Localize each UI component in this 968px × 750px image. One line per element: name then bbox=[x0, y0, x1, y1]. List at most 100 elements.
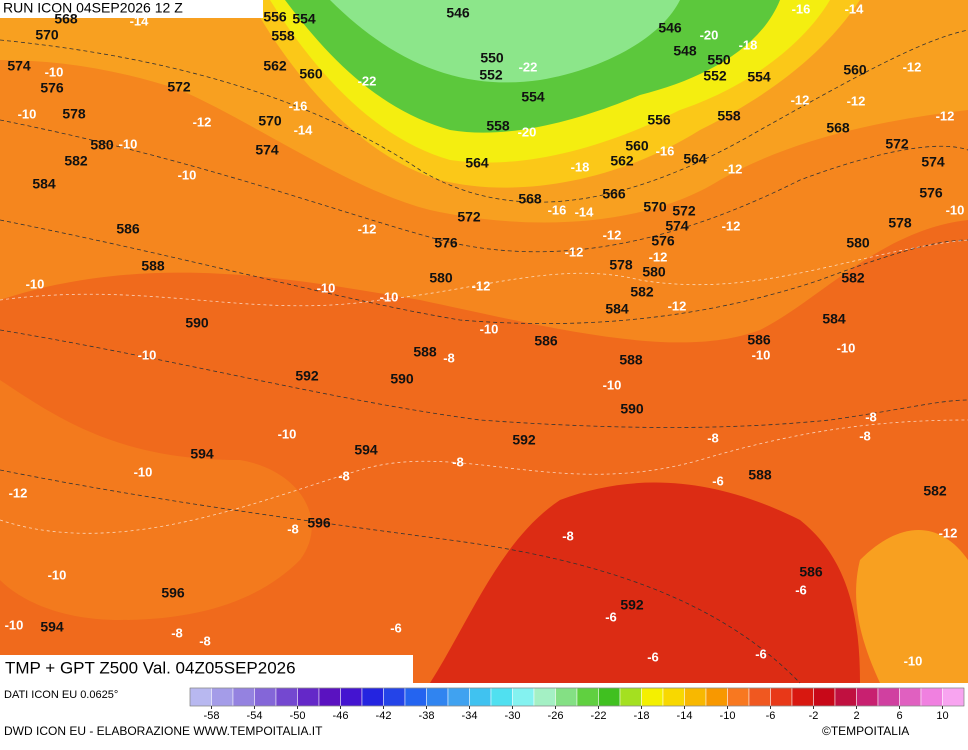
gpt-label: 572 bbox=[672, 203, 696, 219]
color-cell bbox=[533, 687, 556, 707]
temp-label: -14 bbox=[130, 13, 150, 28]
temp-label: -8 bbox=[171, 625, 183, 640]
color-cell bbox=[275, 687, 298, 707]
gpt-label: 596 bbox=[307, 515, 331, 531]
gpt-label: 588 bbox=[413, 344, 437, 360]
temp-label: -22 bbox=[358, 73, 377, 88]
temp-label: -14 bbox=[575, 204, 595, 219]
color-cell bbox=[189, 687, 212, 707]
gpt-label: 592 bbox=[295, 368, 319, 384]
gpt-label: 554 bbox=[292, 11, 316, 27]
gpt-label: 550 bbox=[480, 50, 504, 66]
gpt-label: 556 bbox=[647, 112, 671, 128]
temp-label: -12 bbox=[565, 244, 584, 259]
tick-label: -22 bbox=[591, 710, 607, 722]
color-cell bbox=[619, 687, 642, 707]
gpt-label: 554 bbox=[747, 69, 771, 85]
color-cell bbox=[834, 687, 857, 707]
temp-label: -14 bbox=[845, 1, 865, 16]
color-cell bbox=[813, 687, 836, 707]
source-label: DATI ICON EU 0.0625° bbox=[4, 689, 118, 701]
gpt-label: 568 bbox=[826, 120, 850, 136]
map-background bbox=[0, 0, 968, 684]
gpt-label: 592 bbox=[512, 432, 536, 448]
title-box bbox=[0, 655, 413, 684]
temp-label: -12 bbox=[603, 227, 622, 242]
color-cell bbox=[576, 687, 599, 707]
color-cell bbox=[447, 687, 470, 707]
temp-label: -16 bbox=[289, 98, 308, 113]
tick-label: -14 bbox=[677, 710, 693, 722]
temp-label: -10 bbox=[904, 653, 923, 668]
tick-label: -6 bbox=[766, 710, 776, 722]
gpt-label: 576 bbox=[40, 80, 64, 96]
temp-label: -10 bbox=[178, 167, 197, 182]
gpt-label: 580 bbox=[846, 235, 870, 251]
gpt-label: 560 bbox=[299, 66, 323, 82]
gpt-label: 564 bbox=[465, 155, 489, 171]
gpt-label: 562 bbox=[263, 58, 287, 74]
gpt-label: 562 bbox=[610, 153, 634, 169]
gpt-label: 558 bbox=[717, 108, 741, 124]
temp-label: -10 bbox=[134, 464, 153, 479]
gpt-label: 586 bbox=[116, 221, 140, 237]
gpt-label: 580 bbox=[90, 137, 114, 153]
color-cell bbox=[662, 687, 685, 707]
gpt-label: 584 bbox=[32, 176, 56, 192]
credit-label: DWD ICON EU - ELABORAZIONE WWW.TEMPOITAL… bbox=[4, 724, 323, 738]
gpt-label: 588 bbox=[748, 467, 772, 483]
gpt-label: 586 bbox=[747, 332, 771, 348]
tick-label: -26 bbox=[548, 710, 564, 722]
gpt-label: 570 bbox=[35, 27, 59, 43]
gpt-label: 558 bbox=[486, 118, 510, 134]
color-cell bbox=[727, 687, 750, 707]
gpt-label: 576 bbox=[651, 233, 675, 249]
gpt-label: 556 bbox=[263, 9, 287, 25]
color-cell bbox=[232, 687, 255, 707]
temp-label: -6 bbox=[647, 649, 659, 664]
gpt-label: 570 bbox=[258, 113, 282, 129]
tick-label: -2 bbox=[809, 710, 819, 722]
temp-label: -12 bbox=[847, 93, 866, 108]
color-cell bbox=[340, 687, 363, 707]
run-label: RUN ICON 04SEP2026 12 Z bbox=[3, 0, 183, 16]
temp-label: -10 bbox=[48, 567, 67, 582]
tick-label: -54 bbox=[247, 710, 263, 722]
temp-label: -8 bbox=[199, 633, 211, 648]
gpt-label: 590 bbox=[185, 315, 209, 331]
temp-label: -10 bbox=[5, 617, 24, 632]
temp-label: -10 bbox=[138, 347, 157, 362]
gpt-label: 552 bbox=[479, 67, 503, 83]
gpt-label: 596 bbox=[161, 585, 185, 601]
color-cell bbox=[426, 687, 449, 707]
temp-label: -18 bbox=[739, 37, 758, 52]
gpt-label: 584 bbox=[605, 301, 629, 317]
gpt-label: 550 bbox=[707, 52, 731, 68]
temp-label: -10 bbox=[380, 289, 399, 304]
temp-label: -6 bbox=[390, 620, 402, 635]
temp-label: -6 bbox=[712, 473, 724, 488]
color-cell bbox=[920, 687, 943, 707]
gpt-label: 590 bbox=[390, 371, 414, 387]
gpt-label: 582 bbox=[841, 270, 865, 286]
tick-label: 2 bbox=[853, 710, 859, 722]
gpt-label: 580 bbox=[642, 264, 666, 280]
temp-label: -14 bbox=[294, 122, 314, 137]
temp-label: -16 bbox=[792, 1, 811, 16]
map-title: TMP + GPT Z500 Val. 04Z05SEP2026 bbox=[5, 658, 296, 677]
color-cell bbox=[899, 687, 922, 707]
temp-label: -12 bbox=[472, 278, 491, 293]
temp-label: -12 bbox=[649, 249, 668, 264]
color-cell bbox=[512, 687, 535, 707]
gpt-label: 560 bbox=[625, 138, 649, 154]
gpt-label: 582 bbox=[64, 153, 88, 169]
color-cell bbox=[684, 687, 707, 707]
tick-label: -10 bbox=[720, 710, 736, 722]
tick-label: 10 bbox=[936, 710, 948, 722]
gpt-label: 574 bbox=[7, 58, 31, 74]
temp-label: -10 bbox=[26, 276, 45, 291]
temp-label: -10 bbox=[752, 347, 771, 362]
gpt-label: 570 bbox=[643, 199, 667, 215]
run-box bbox=[0, 0, 263, 18]
gpt-label: 584 bbox=[822, 311, 846, 327]
